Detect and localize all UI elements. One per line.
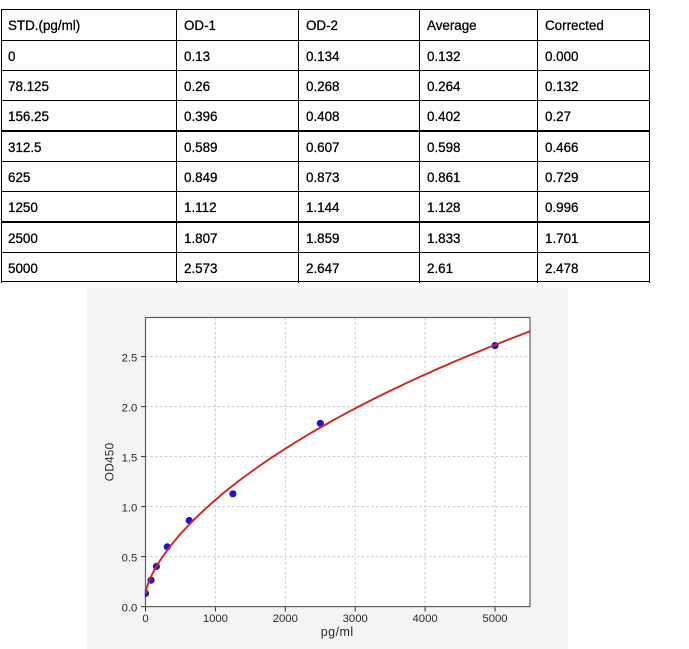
svg-text:1.5: 1.5 (122, 453, 138, 465)
svg-text:3000: 3000 (343, 613, 368, 625)
svg-text:0: 0 (142, 613, 148, 625)
svg-text:2000: 2000 (273, 613, 298, 625)
svg-text:OD450: OD450 (103, 442, 117, 481)
svg-text:pg/ml: pg/ml (321, 625, 354, 639)
svg-text:1.0: 1.0 (122, 503, 138, 515)
svg-text:1000: 1000 (203, 613, 228, 625)
svg-text:2.0: 2.0 (122, 403, 138, 415)
svg-text:0.0: 0.0 (122, 603, 138, 615)
svg-text:2.5: 2.5 (122, 353, 138, 365)
svg-text:5000: 5000 (482, 613, 507, 625)
svg-text:4000: 4000 (413, 613, 438, 625)
svg-text:0.5: 0.5 (122, 553, 138, 565)
